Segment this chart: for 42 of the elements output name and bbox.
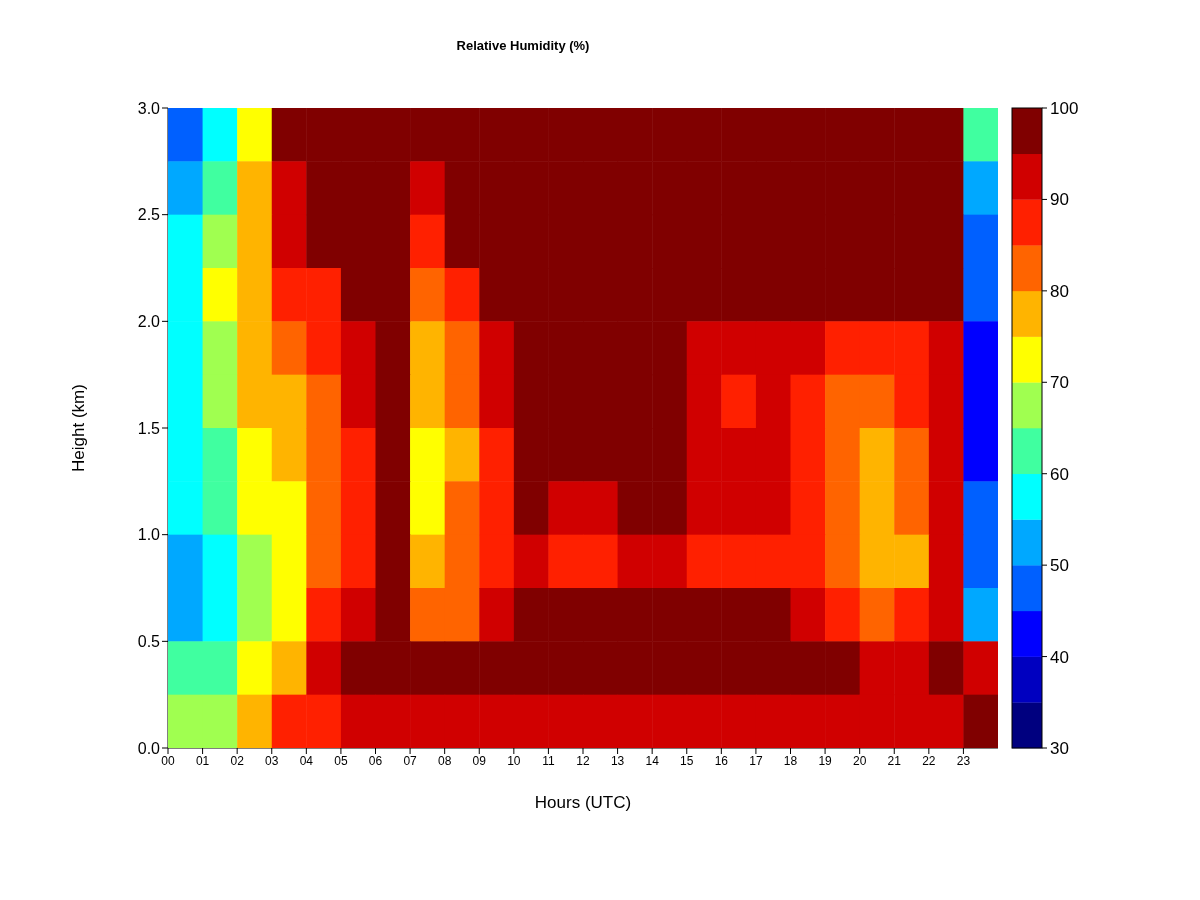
- y-tick-label: 1.0: [137, 526, 161, 544]
- x-tick-label: 12: [576, 753, 590, 768]
- color-bar-label: 90: [1050, 190, 1069, 210]
- x-tick-label: 00: [161, 753, 175, 768]
- x-tick-label: 21: [887, 753, 902, 768]
- color-bar-label: 80: [1050, 281, 1069, 301]
- x-tick-label: 07: [403, 753, 418, 768]
- x-tick-label: 23: [956, 753, 971, 768]
- x-tick-label: 08: [437, 753, 452, 768]
- y-tick-label: 0.5: [137, 633, 161, 651]
- x-tick-label: 20: [852, 753, 867, 768]
- x-tick-label: 02: [230, 753, 245, 768]
- color-bar-label: 60: [1050, 464, 1069, 484]
- y-tick-label: 1.5: [137, 419, 161, 437]
- x-tick-label: 14: [645, 753, 660, 768]
- y-tick-label: 2.5: [137, 206, 161, 224]
- color-bar-label: 40: [1050, 647, 1069, 667]
- x-tick-label: 04: [299, 753, 314, 768]
- color-bar-label: 100: [1050, 99, 1079, 118]
- x-tick-label: 11: [542, 753, 555, 768]
- x-tick-label: 03: [265, 753, 279, 768]
- chart-title: Relative Humidity (%): [455, 38, 591, 53]
- y-tick-label: 0.0: [137, 739, 161, 757]
- x-tick-label: 06: [368, 753, 383, 768]
- x-tick-label: 22: [922, 753, 936, 768]
- x-tick-label: 15: [680, 753, 694, 768]
- x-tick-label: 05: [334, 753, 348, 768]
- x-tick-label: 16: [714, 753, 729, 768]
- x-tick-label: 10: [507, 753, 521, 768]
- x-tick-label: 19: [818, 753, 833, 768]
- x-tick-label: 18: [783, 753, 798, 768]
- x-tick-label: 17: [749, 753, 763, 768]
- y-axis-title: Height (km): [69, 384, 89, 472]
- x-tick-label: 09: [472, 753, 487, 768]
- color-bar-label: 50: [1050, 556, 1069, 576]
- y-tick-label: 2.0: [137, 313, 161, 331]
- color-bar-label: 70: [1050, 373, 1069, 393]
- x-tick-label: 01: [195, 753, 210, 768]
- x-tick-label: 13: [610, 753, 625, 768]
- color-bar-label: 30: [1050, 739, 1069, 758]
- x-axis-title: Hours (UTC): [534, 793, 632, 812]
- y-tick-label: 3.0: [137, 99, 161, 117]
